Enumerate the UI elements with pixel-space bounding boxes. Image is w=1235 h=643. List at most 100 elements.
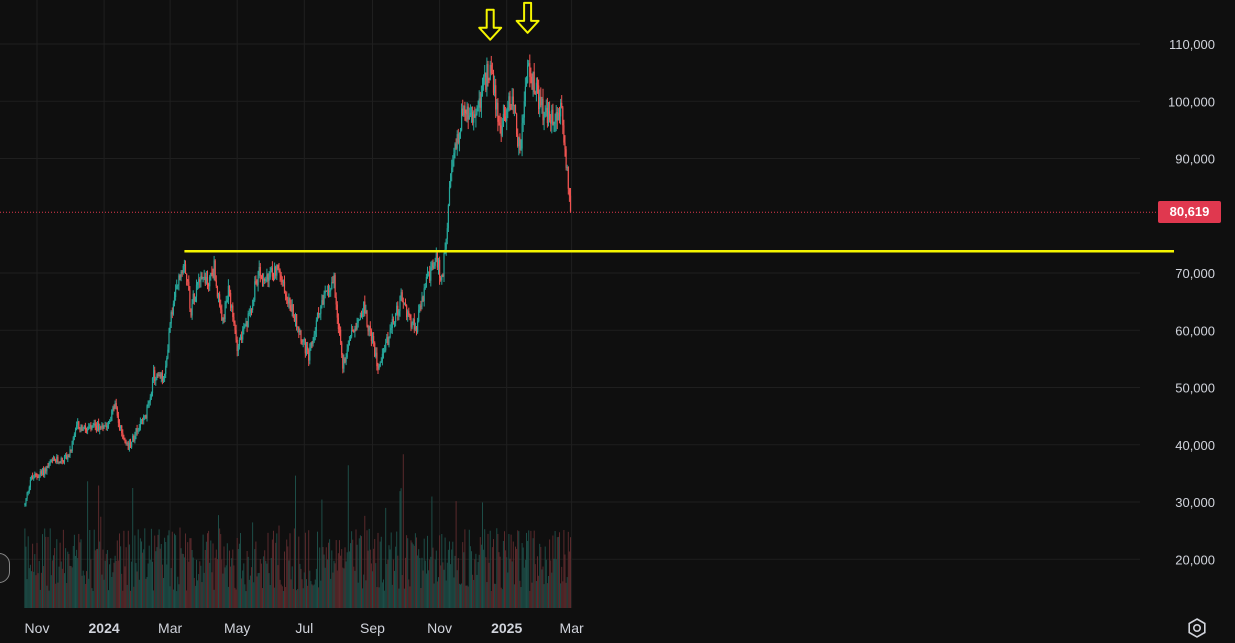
volume-bar bbox=[182, 553, 184, 608]
volume-bar bbox=[83, 575, 85, 608]
candle bbox=[200, 271, 202, 288]
candle bbox=[307, 341, 309, 355]
volume-bar bbox=[89, 530, 91, 608]
candle bbox=[522, 114, 524, 132]
candle bbox=[270, 266, 272, 273]
volume-bar bbox=[314, 579, 316, 608]
volume-bar bbox=[416, 537, 417, 608]
volume-bar bbox=[235, 589, 237, 608]
candle bbox=[324, 285, 326, 299]
volume-bar bbox=[378, 587, 380, 608]
candle bbox=[103, 424, 105, 429]
candle bbox=[286, 291, 288, 305]
volume-bar bbox=[367, 550, 369, 608]
candle bbox=[199, 277, 201, 288]
volume-bar bbox=[386, 563, 388, 608]
volume-bar bbox=[347, 465, 349, 608]
candle bbox=[227, 279, 229, 305]
volume-bar bbox=[51, 560, 53, 608]
candle bbox=[351, 324, 353, 339]
volume-bar bbox=[230, 566, 232, 608]
candle bbox=[104, 421, 106, 427]
candle bbox=[40, 469, 42, 477]
candle bbox=[60, 456, 62, 464]
volume-bar bbox=[446, 562, 448, 608]
volume-bar bbox=[84, 583, 86, 608]
volume-bar bbox=[48, 590, 50, 608]
candle bbox=[117, 411, 119, 428]
candle bbox=[558, 106, 561, 124]
volume-bar bbox=[122, 590, 124, 608]
candle bbox=[208, 282, 210, 292]
candle bbox=[139, 417, 141, 431]
volume-bar bbox=[519, 580, 521, 608]
volume-bar bbox=[114, 555, 116, 608]
volume-bar bbox=[339, 540, 340, 608]
candle bbox=[159, 372, 161, 379]
candle bbox=[301, 339, 303, 346]
volume-bar bbox=[507, 572, 509, 608]
candle bbox=[300, 329, 302, 345]
volume-bar bbox=[333, 560, 335, 608]
candle bbox=[219, 291, 221, 308]
candle bbox=[320, 304, 322, 321]
volume-bar bbox=[567, 531, 569, 608]
volume-bar bbox=[99, 541, 101, 608]
volume-bar bbox=[325, 547, 327, 608]
volume-bar bbox=[526, 532, 527, 608]
candle bbox=[305, 341, 308, 356]
volume-bar bbox=[443, 569, 445, 608]
candle bbox=[329, 285, 331, 298]
volume-bar bbox=[185, 533, 186, 608]
volume-bar bbox=[524, 559, 526, 608]
volume-bar bbox=[238, 543, 240, 608]
volume-bar bbox=[113, 562, 115, 608]
candle bbox=[232, 302, 234, 322]
volume-bar bbox=[159, 548, 161, 608]
volume-bar bbox=[391, 584, 393, 608]
candle bbox=[396, 302, 398, 316]
settings-button[interactable] bbox=[1186, 617, 1208, 639]
candle bbox=[313, 330, 315, 343]
candle bbox=[466, 102, 468, 123]
candle bbox=[281, 276, 283, 287]
volume-bar bbox=[344, 547, 346, 608]
volume-bar bbox=[98, 485, 100, 608]
volume-bar bbox=[364, 515, 366, 608]
candle bbox=[248, 308, 250, 317]
volume-bar bbox=[320, 580, 322, 608]
candle bbox=[334, 272, 336, 298]
volume-bar bbox=[564, 554, 566, 608]
volume-bar bbox=[435, 550, 437, 608]
volume-bar bbox=[512, 541, 514, 608]
candle bbox=[491, 62, 493, 75]
candle bbox=[272, 272, 275, 282]
candle bbox=[536, 77, 539, 94]
volume-bar bbox=[361, 536, 362, 608]
volume-bar bbox=[549, 539, 551, 608]
volume-bar bbox=[376, 587, 378, 608]
volume-bar bbox=[477, 562, 479, 608]
candle bbox=[531, 73, 533, 90]
volume-bar bbox=[368, 528, 370, 608]
volume-bar bbox=[160, 544, 162, 608]
candle bbox=[59, 461, 61, 464]
volume-bar bbox=[141, 541, 142, 608]
candle bbox=[244, 323, 246, 329]
candle bbox=[509, 90, 511, 111]
volume-bar bbox=[274, 587, 276, 608]
candle bbox=[465, 109, 467, 122]
candle bbox=[228, 285, 231, 297]
candle bbox=[131, 441, 133, 449]
volume-bar bbox=[58, 566, 60, 608]
volume-bar bbox=[292, 588, 294, 608]
candle bbox=[454, 142, 456, 159]
volume-bar bbox=[138, 579, 140, 608]
candle bbox=[360, 310, 363, 318]
volume-bar bbox=[516, 548, 518, 608]
volume-bar bbox=[254, 549, 256, 608]
volume-bar bbox=[474, 559, 476, 608]
volume-bar bbox=[204, 550, 206, 608]
candle bbox=[63, 454, 66, 465]
